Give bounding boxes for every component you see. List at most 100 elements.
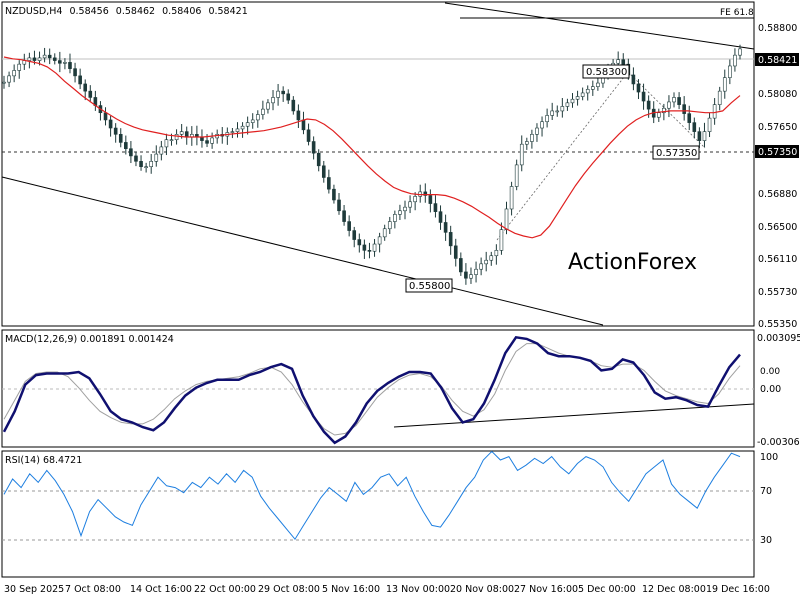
candle-body [530,134,534,142]
candle-body [118,134,123,143]
candle-body [682,104,686,114]
candle-body [174,134,179,141]
candle-body [514,164,519,187]
candle-body [570,98,575,104]
candle-body [184,131,189,138]
ohlc-open: 0.58456 [69,6,108,17]
candle-body [58,60,62,64]
candle-body [362,244,367,251]
candle-body [697,131,702,141]
candle-body [662,107,666,114]
candle-body [169,139,174,142]
candle-body [550,110,554,116]
candle-body [261,108,265,115]
macd-tick: -0.003066 [757,437,800,448]
candle-body [255,114,260,121]
candle-body [286,93,291,101]
candle-body [230,131,235,133]
rsi-tick: 100 [760,452,778,463]
candle-body [154,153,159,162]
candle-body [367,250,372,252]
candle-body [692,122,697,132]
candle-body [134,155,138,162]
x-tick: 5 Dec 00:00 [578,584,636,595]
macd-tick: 0.00 [760,384,781,395]
candle-body [393,214,397,222]
macd-axis: 0.003095 0.00 0.00 -0.003066 [757,333,800,448]
candle-body [352,230,357,240]
candle-body [733,54,737,67]
candle-body [240,125,245,130]
candle-body [484,259,489,265]
macd-tick: 0.00 [760,367,780,377]
candle-body [535,127,539,135]
candle-body [656,112,661,118]
candle-body [235,128,240,132]
candle-body [494,250,499,257]
candle-body [702,131,707,141]
candle-body [631,74,636,85]
last-price-box [755,53,799,66]
candle-body [139,161,143,167]
candle-body [717,90,722,105]
candle-body [42,54,47,59]
candle-body [12,70,16,77]
rsi-panel-title: RSI(14) 68.4721 [5,455,82,466]
candle-body [83,83,88,92]
candle-body [337,199,341,212]
candle-body [27,57,32,61]
candle-body [347,221,351,231]
candle-body [489,255,494,261]
candle-body [2,81,6,84]
candle-body [205,140,209,144]
rsi-tick: 70 [760,486,772,497]
price-candles [2,44,742,285]
x-tick: 12 Dec 08:00 [642,584,706,595]
price-tick: 0.56500 [758,222,797,233]
rsi-panel-frame [1,450,755,578]
candle-body [453,245,458,259]
watermark: ActionForex [568,250,697,275]
x-tick: 20 Nov 08:00 [450,584,514,595]
level-label-057350: 0.57350 [656,148,697,159]
candle-body [575,96,580,100]
candle-body [641,91,646,102]
candle-body [667,101,671,109]
x-tick: 27 Nov 16:00 [514,584,578,595]
candle-body [73,68,77,77]
ohlc-low: 0.58406 [162,6,201,17]
candle-body [63,62,67,64]
ohlc-close: 0.58421 [208,6,247,17]
candle-body [423,191,428,196]
candle-body [474,268,478,275]
rsi-line [3,450,741,541]
price-panel-title: NZDUSD,H4 0.58456 0.58462 0.58406 0.5842… [5,6,248,17]
candle-body [144,166,148,168]
candle-body [68,62,72,69]
candle-body [677,97,681,105]
candle-body [113,127,118,135]
rsi-axis: 100 70 30 [760,452,778,546]
candle-body [321,165,326,178]
price-tick: 0.58800 [758,23,797,34]
macd-trendline [393,403,755,428]
x-axis: 30 Sep 2025 7 Oct 08:00 14 Oct 16:00 22 … [4,584,770,595]
price-tick: 0.57650 [758,122,797,133]
candle-body [78,75,82,85]
candle-body [712,104,717,119]
candle-body [108,119,113,129]
candle-body [159,146,164,155]
candle-body [525,141,529,145]
candle-body [499,229,504,251]
lower-trendline [1,176,604,326]
candle-body [271,97,275,104]
candle-body [596,82,600,87]
candle-body [124,142,128,150]
candle-body [88,90,93,98]
candle-body [509,186,514,210]
x-tick: 5 Nov 16:00 [322,584,380,595]
candle-body [469,274,473,279]
candle-body [636,83,641,93]
candle-body [590,86,595,90]
